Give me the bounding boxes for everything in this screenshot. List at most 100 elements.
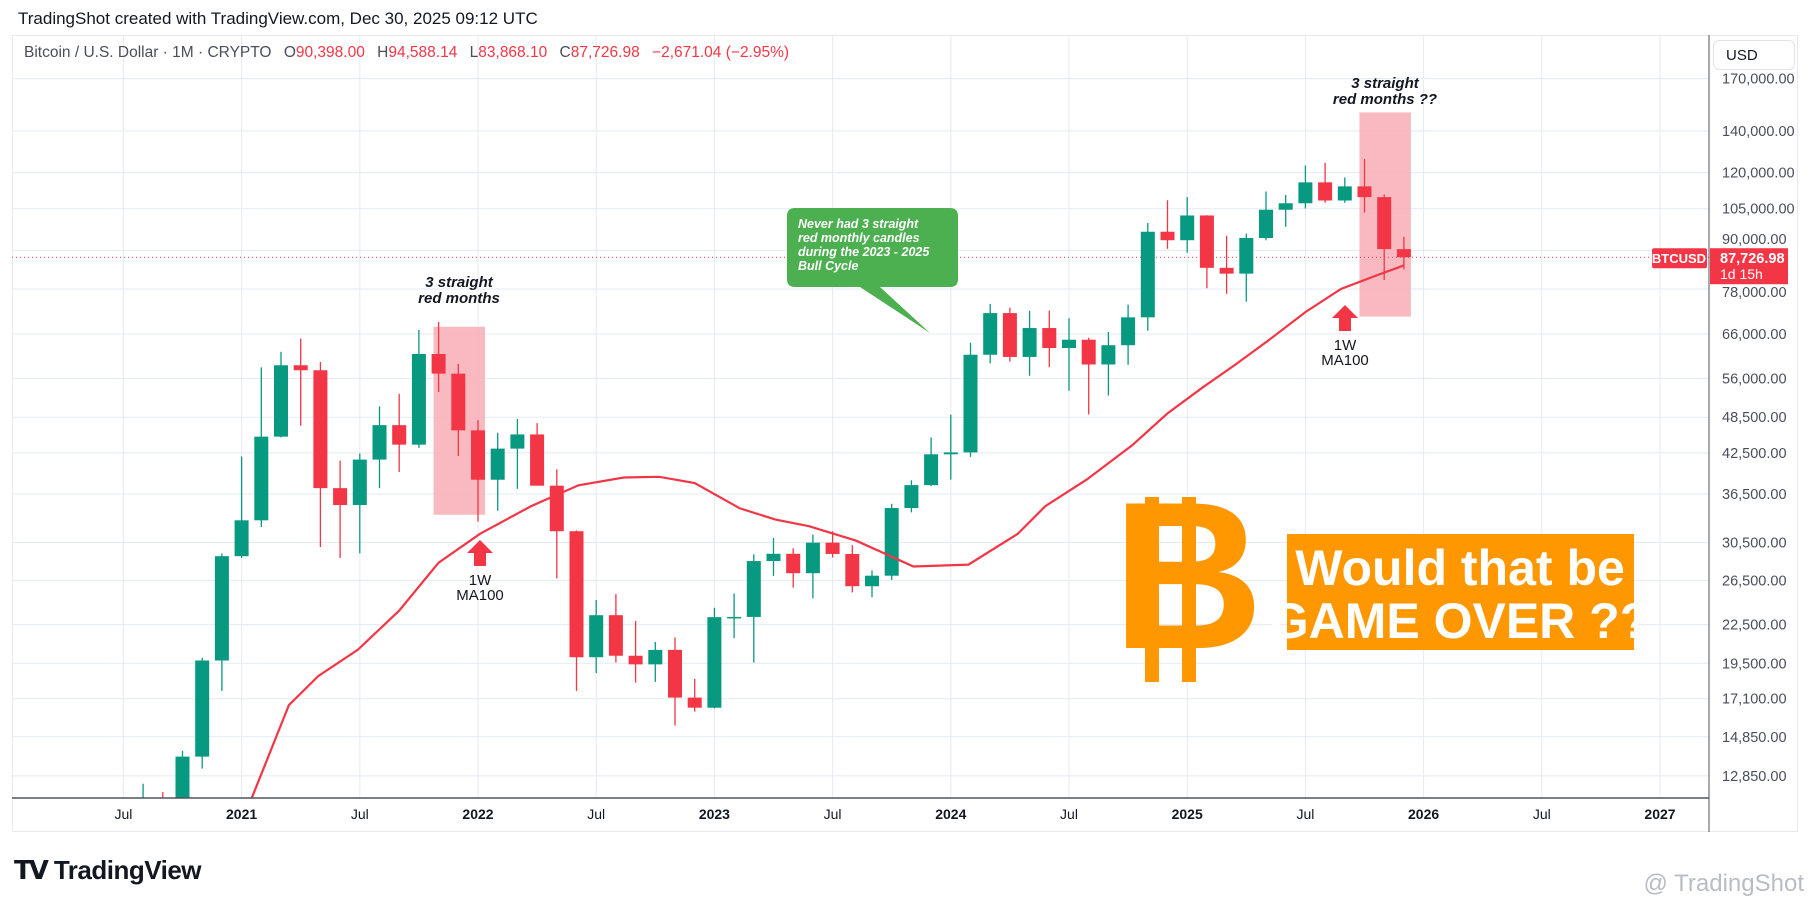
candle[interactable] bbox=[1298, 165, 1313, 209]
arrow-up-icon bbox=[1332, 305, 1358, 331]
tradingview-brand: TradingView bbox=[53, 855, 202, 885]
callout-bubble[interactable] bbox=[787, 208, 958, 333]
candle[interactable] bbox=[766, 538, 781, 576]
time-axis-label: Jul bbox=[114, 806, 132, 822]
candle[interactable] bbox=[1180, 197, 1195, 253]
candle[interactable] bbox=[530, 423, 545, 486]
callout-text: Bull Cycle bbox=[798, 259, 858, 273]
price-axis-label: 30,500.00 bbox=[1722, 535, 1787, 551]
candle[interactable] bbox=[313, 362, 328, 547]
candle[interactable] bbox=[1101, 332, 1116, 396]
candle-body bbox=[293, 365, 308, 371]
candle[interactable] bbox=[707, 607, 722, 709]
candle[interactable] bbox=[884, 503, 899, 580]
candle[interactable] bbox=[372, 406, 387, 489]
candle-body bbox=[766, 553, 781, 562]
candle-body bbox=[1318, 182, 1333, 201]
time-axis-label: Jul bbox=[824, 806, 842, 822]
candle[interactable] bbox=[1337, 177, 1352, 203]
candle-body bbox=[254, 436, 269, 521]
candle[interactable] bbox=[904, 480, 919, 513]
candle[interactable] bbox=[845, 545, 860, 593]
candle[interactable] bbox=[687, 678, 702, 712]
candle[interactable] bbox=[569, 530, 584, 691]
candle[interactable] bbox=[1081, 337, 1096, 415]
candle[interactable] bbox=[471, 420, 485, 522]
price-axis-label: 26,500.00 bbox=[1722, 573, 1787, 589]
candle[interactable] bbox=[1239, 233, 1254, 302]
legend-open-label: O bbox=[283, 44, 296, 61]
candle[interactable] bbox=[1318, 162, 1333, 203]
candle[interactable] bbox=[1219, 235, 1234, 294]
candle[interactable] bbox=[1042, 310, 1057, 368]
candle[interactable] bbox=[608, 594, 623, 663]
banner-text: Would that be bbox=[1295, 540, 1625, 596]
plot-area[interactable] bbox=[12, 35, 1709, 872]
candle-body bbox=[746, 561, 761, 617]
candle-body bbox=[530, 434, 545, 486]
chart-pane[interactable] bbox=[12, 35, 1798, 832]
candle-body bbox=[136, 802, 150, 809]
candle[interactable] bbox=[254, 367, 269, 527]
candle[interactable] bbox=[865, 570, 879, 598]
candle[interactable] bbox=[1140, 222, 1155, 331]
candle[interactable] bbox=[1062, 318, 1076, 391]
candle[interactable] bbox=[549, 469, 564, 579]
arrow-label: 1W bbox=[469, 572, 492, 589]
candle[interactable] bbox=[352, 453, 367, 554]
candle[interactable] bbox=[1002, 307, 1017, 362]
ma100-line[interactable] bbox=[250, 264, 1405, 799]
candle[interactable] bbox=[490, 432, 505, 511]
candle[interactable] bbox=[1160, 200, 1175, 249]
candle[interactable] bbox=[983, 303, 998, 364]
candle[interactable] bbox=[274, 351, 288, 438]
candle[interactable] bbox=[1278, 194, 1293, 227]
candle[interactable] bbox=[668, 637, 682, 726]
candle[interactable] bbox=[589, 599, 604, 674]
candle[interactable] bbox=[392, 393, 407, 472]
legend-symbol[interactable]: Bitcoin / U.S. Dollar · 1M · CRYPTO bbox=[24, 44, 272, 61]
candle[interactable] bbox=[333, 460, 348, 558]
candle[interactable] bbox=[136, 783, 150, 816]
tradingview-logo[interactable]: 𝗧𝗩 TradingView bbox=[14, 855, 202, 886]
candle[interactable] bbox=[746, 554, 761, 663]
candle[interactable] bbox=[195, 657, 210, 769]
candle[interactable] bbox=[156, 792, 170, 846]
time-axis-label: 2022 bbox=[462, 806, 493, 822]
price-axis-label: 120,000.00 bbox=[1722, 166, 1795, 182]
candle[interactable] bbox=[963, 342, 978, 457]
candle[interactable] bbox=[451, 363, 466, 457]
candle[interactable] bbox=[1377, 194, 1392, 281]
currency-button[interactable]: USD bbox=[1713, 40, 1795, 70]
candle-body bbox=[471, 430, 485, 480]
callout-text: during the 2023 - 2025 bbox=[798, 245, 930, 259]
candle[interactable] bbox=[1121, 304, 1136, 365]
candle[interactable] bbox=[1259, 191, 1273, 241]
candle[interactable] bbox=[805, 534, 820, 599]
candle[interactable] bbox=[1396, 236, 1411, 270]
candle[interactable] bbox=[628, 621, 643, 683]
candle[interactable] bbox=[648, 641, 663, 682]
candle[interactable] bbox=[175, 750, 190, 829]
candle[interactable] bbox=[1022, 310, 1037, 376]
candle[interactable] bbox=[510, 418, 525, 489]
candle-body bbox=[411, 354, 426, 445]
candle[interactable] bbox=[1199, 215, 1214, 289]
candle-body bbox=[805, 542, 820, 574]
candle[interactable] bbox=[943, 414, 958, 480]
candle-body bbox=[884, 508, 899, 576]
candle[interactable] bbox=[293, 338, 308, 426]
candle-body bbox=[1199, 215, 1214, 268]
candle[interactable] bbox=[234, 456, 249, 558]
candle[interactable] bbox=[431, 322, 446, 393]
candle-body bbox=[569, 531, 584, 658]
candle[interactable] bbox=[825, 531, 840, 558]
candle[interactable] bbox=[1357, 159, 1372, 213]
candle-body bbox=[392, 425, 407, 445]
candle[interactable] bbox=[214, 553, 229, 691]
candle[interactable] bbox=[786, 548, 801, 588]
candle[interactable] bbox=[924, 437, 939, 486]
candle[interactable] bbox=[411, 329, 426, 448]
candle[interactable] bbox=[727, 593, 742, 639]
